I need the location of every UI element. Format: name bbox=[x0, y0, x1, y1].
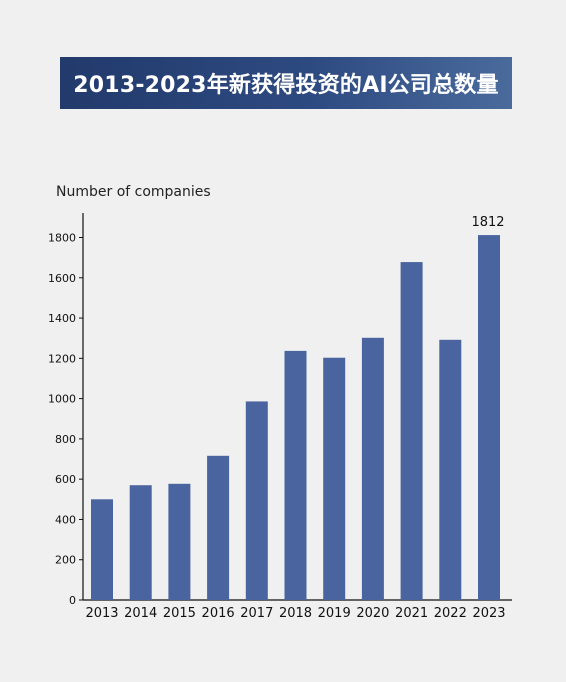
x-tick-label: 2013 bbox=[85, 606, 118, 621]
x-tick-label: 2015 bbox=[163, 606, 196, 621]
bar bbox=[478, 235, 500, 601]
x-tick-label: 2016 bbox=[202, 606, 235, 621]
y-tick-label: 1200 bbox=[48, 352, 76, 365]
chart-title: 2013-2023年新获得投资的AI公司总数量 bbox=[60, 57, 512, 109]
data-label: 1812 bbox=[471, 215, 504, 230]
bar bbox=[439, 339, 462, 600]
y-tick-label: 0 bbox=[69, 594, 76, 607]
bar bbox=[245, 401, 268, 600]
x-tick-label: 2021 bbox=[395, 606, 428, 621]
bar bbox=[207, 455, 230, 600]
x-tick-label: 2018 bbox=[279, 606, 312, 621]
bar bbox=[168, 483, 191, 600]
y-tick-label: 200 bbox=[55, 554, 76, 567]
y-tick-label: 1800 bbox=[48, 232, 76, 245]
y-tick-label: 1400 bbox=[48, 312, 76, 325]
bar bbox=[284, 350, 307, 600]
y-tick-label: 1600 bbox=[48, 272, 76, 285]
x-tick-label: 2022 bbox=[434, 606, 467, 621]
bar bbox=[91, 499, 113, 600]
y-tick-label: 400 bbox=[55, 513, 76, 526]
y-tick-label: 1000 bbox=[48, 393, 76, 406]
x-tick-label: 2017 bbox=[240, 606, 273, 621]
y-tick-label: 800 bbox=[55, 433, 76, 446]
x-tick-label: 2019 bbox=[318, 606, 351, 621]
y-tick-label: 600 bbox=[55, 473, 76, 486]
bar bbox=[361, 337, 384, 600]
bar bbox=[129, 485, 152, 600]
bar bbox=[323, 357, 346, 600]
x-tick-label: 2020 bbox=[356, 606, 389, 621]
x-tick-label: 2014 bbox=[124, 606, 157, 621]
y-axis-label: Number of companies bbox=[56, 184, 211, 200]
x-tick-label: 2023 bbox=[472, 606, 505, 621]
bar bbox=[400, 262, 423, 600]
